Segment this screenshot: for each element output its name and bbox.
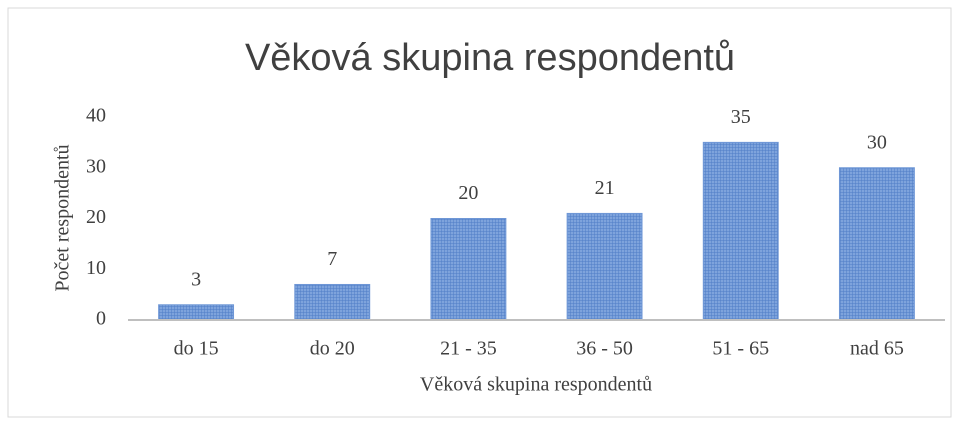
bar <box>294 283 371 321</box>
x-axis-label: Věková skupina respondentů <box>420 374 652 396</box>
x-tick-label: 21 - 35 <box>440 338 497 360</box>
y-tick-label: 40 <box>86 105 106 127</box>
data-label: 3 <box>191 268 201 290</box>
y-tick-label: 30 <box>86 155 106 177</box>
bar <box>566 212 643 321</box>
data-label: 35 <box>731 106 751 128</box>
y-tick-label: 20 <box>86 206 106 228</box>
data-label: 20 <box>458 182 478 204</box>
x-tick-label: 51 - 65 <box>712 338 769 360</box>
data-label: 30 <box>867 131 887 153</box>
bar <box>838 167 915 321</box>
y-axis-label: Počet respondentů <box>52 144 74 291</box>
data-label: 21 <box>595 177 615 199</box>
y-tick-label: 10 <box>86 257 106 279</box>
x-tick-label: 36 - 50 <box>576 338 633 360</box>
chart-border <box>7 7 952 418</box>
bar <box>158 304 235 321</box>
y-tick-label: 0 <box>96 308 106 330</box>
chart-title: Věková skupina respondentů <box>245 37 735 79</box>
x-tick-label: nad 65 <box>850 338 904 360</box>
bar <box>702 141 779 321</box>
data-label: 7 <box>327 248 337 270</box>
x-tick-label: do 20 <box>310 338 355 360</box>
x-tick-label: do 15 <box>174 338 219 360</box>
bar <box>430 218 507 321</box>
